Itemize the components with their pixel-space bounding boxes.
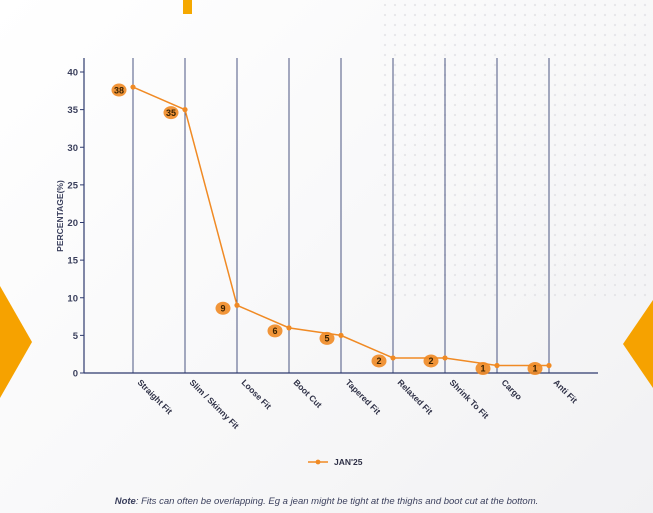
x-category-label: Loose Fit: [240, 377, 274, 411]
data-point: [234, 302, 240, 308]
data-label: 9: [220, 303, 225, 313]
x-category-label: Shrink To Fit: [448, 377, 491, 420]
y-tick-label: 30: [67, 143, 78, 154]
y-tick-label: 35: [67, 105, 78, 116]
data-point: [546, 362, 552, 369]
data-label: 1: [532, 364, 537, 374]
x-category-label: Boot Cut: [292, 377, 325, 410]
data-label: 5: [324, 334, 329, 344]
legend-label: JAN'25: [334, 457, 363, 467]
note-text: : Fits can often be overlapping. Eg a je…: [135, 496, 539, 507]
x-category-label: Tapered Fit: [344, 377, 383, 416]
y-axis-ticks: 0 5 10 15 20 25 30 35 40: [67, 68, 84, 380]
x-category-label: Cargo: [500, 377, 524, 401]
data-label: 2: [376, 356, 381, 366]
y-tick-label: 10: [67, 293, 78, 304]
x-category-label: Straight Fit: [136, 377, 175, 416]
y-tick-label: 40: [67, 68, 78, 79]
y-tick-label: 20: [67, 218, 78, 229]
data-label: 6: [272, 326, 277, 336]
data-point: [442, 355, 448, 361]
data-label-bubble: [267, 324, 283, 338]
x-category-label: Anti Fit: [552, 377, 580, 405]
data-label-bubble: [423, 354, 439, 368]
data-label-bubble: [215, 301, 231, 315]
background-dot-pattern: [380, 0, 653, 300]
y-axis-title: PERCENTAGE(%): [55, 180, 65, 252]
data-label: 1: [480, 364, 485, 374]
data-label-bubble: [111, 83, 127, 97]
note-prefix: Note: [114, 496, 136, 507]
data-labels: 38 35 9 6 5 2 2 1 1: [111, 83, 543, 375]
axes: [83, 58, 598, 374]
data-point: [338, 332, 344, 338]
data-point: [130, 84, 136, 90]
data-label: 2: [428, 356, 433, 366]
vertical-grid: [132, 58, 550, 373]
data-point: [494, 362, 500, 369]
decorative-top-tab: [183, 0, 192, 14]
data-label-bubble: [475, 361, 491, 375]
footnote: Note: Fits can often be overlapping. Eg …: [0, 496, 653, 507]
data-point: [182, 107, 188, 113]
data-label: 35: [166, 108, 176, 118]
data-label-bubble: [319, 331, 335, 345]
data-label-bubble: [527, 361, 543, 375]
y-tick-label: 25: [67, 180, 78, 191]
legend-marker: [315, 459, 321, 465]
data-label-bubble: [371, 354, 387, 368]
y-tick-label: 15: [67, 256, 78, 267]
y-tick-label: 5: [73, 331, 79, 342]
data-label-bubble: [163, 106, 179, 120]
data-point: [390, 355, 396, 361]
x-category-label: Relaxed Fit: [396, 377, 435, 416]
data-label: 38: [114, 85, 124, 95]
decorative-right-triangle: [623, 300, 653, 388]
y-tick-label: 0: [73, 369, 78, 380]
legend[interactable]: JAN'25: [308, 457, 363, 467]
data-point: [286, 325, 292, 331]
decorative-left-triangle: [0, 286, 32, 398]
x-category-label: Slim / Skinny Fit: [188, 377, 242, 431]
